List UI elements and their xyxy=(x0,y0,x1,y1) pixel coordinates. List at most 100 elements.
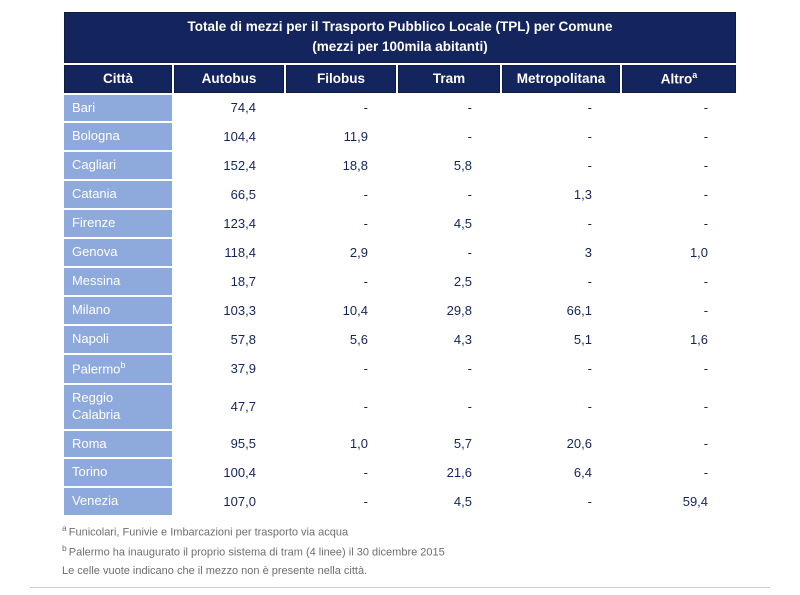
value-cell: 100,4 xyxy=(223,465,256,481)
footnote-b-text: Palermo ha inaugurato il proprio sistema… xyxy=(68,547,445,560)
footnote-a-text: Funicolari, Funivie e Imbarcazioni per t… xyxy=(68,526,349,539)
value-cell: 5,7 xyxy=(453,436,472,452)
city-cell: Palermob xyxy=(63,354,172,383)
table-row: Bologna 104,4 11,9 - - - xyxy=(63,123,736,151)
value-cell: - xyxy=(703,273,709,289)
col-header-filobus: Filobus xyxy=(285,64,396,93)
value-cell: - xyxy=(587,129,592,145)
value-cell: 6,4 xyxy=(573,465,592,481)
footnote-marker-b: b xyxy=(120,359,126,370)
value-cell: 3 xyxy=(584,244,592,260)
title-row: Totale di mezzi per il Trasporto Pubblic… xyxy=(63,12,737,63)
value-cell: 66,5 xyxy=(230,187,256,203)
col-header-tram: Tram xyxy=(397,64,500,93)
value-cell: - xyxy=(467,100,472,116)
city-cell: Roma xyxy=(63,430,172,458)
value-cell: - xyxy=(587,494,592,510)
footnote-marker-a: a xyxy=(692,70,698,81)
table-title-line1: Totale di mezzi per il Trasporto Pubblic… xyxy=(187,19,613,34)
value-cell: 29,8 xyxy=(446,302,472,318)
value-cell: 5,8 xyxy=(453,158,472,174)
value-cell: - xyxy=(467,129,472,145)
col-header-altro-label: Altro xyxy=(660,71,693,87)
table-row: Catania 66,5 - - 1,3 - xyxy=(63,181,736,209)
value-cell: 104,4 xyxy=(223,129,256,145)
city-cell: Catania xyxy=(63,181,172,209)
table-row: Messina 18,7 - 2,5 - - xyxy=(63,267,736,295)
value-cell: - xyxy=(363,187,368,203)
value-cell: 21,6 xyxy=(446,465,472,481)
value-cell: 59,4 xyxy=(682,494,709,510)
city-cell: Messina xyxy=(63,267,172,295)
footnotes: a Funicolari, Funivie e Imbarcazioni per … xyxy=(62,522,738,580)
divider-top xyxy=(30,587,770,589)
tpl-table: Totale di mezzi per il Trasporto Pubblic… xyxy=(62,10,738,517)
col-header-autobus: Autobus xyxy=(173,64,284,93)
value-cell: 2,5 xyxy=(453,273,472,289)
value-cell: 1,0 xyxy=(689,244,709,260)
value-cell: 107,0 xyxy=(223,494,256,510)
value-cell: - xyxy=(587,216,592,231)
value-cell: - xyxy=(363,465,368,481)
footnote-b-marker: b xyxy=(62,543,67,554)
city-cell: Reggio Calabria xyxy=(63,384,172,429)
value-cell: - xyxy=(363,100,368,116)
value-cell: - xyxy=(363,494,368,510)
col-header-altro: Altroa xyxy=(621,64,737,93)
value-cell: 4,3 xyxy=(453,331,472,347)
value-cell: - xyxy=(587,158,592,174)
table-row: Roma 95,5 1,0 5,7 20,6 - xyxy=(63,430,736,458)
city-cell: Bologna xyxy=(63,123,172,151)
value-cell: 74,4 xyxy=(230,100,256,116)
value-cell: - xyxy=(703,187,709,203)
city-cell: Cagliari xyxy=(63,152,172,180)
column-header-row: Città Autobus Filobus Tram Metropolitana… xyxy=(63,64,737,93)
value-cell: 5,6 xyxy=(349,331,368,347)
value-cell: 66,1 xyxy=(566,302,592,318)
value-cell: 1,3 xyxy=(573,187,592,203)
value-cell: - xyxy=(703,302,709,318)
value-cell: 4,5 xyxy=(453,216,472,231)
footnote-a: a Funicolari, Funivie e Imbarcazioni per … xyxy=(62,522,738,542)
city-cell: Bari xyxy=(63,94,172,122)
value-cell: - xyxy=(363,273,368,289)
value-cell: 123,4 xyxy=(223,216,256,231)
value-cell: - xyxy=(467,361,472,377)
value-cell: - xyxy=(467,244,472,260)
city-cell: Milano xyxy=(63,296,172,324)
value-cell: - xyxy=(363,216,368,231)
value-cell: - xyxy=(703,361,709,377)
footnote-a-marker: a xyxy=(62,523,67,534)
value-cell: 5,1 xyxy=(573,331,592,347)
col-header-citta: Città xyxy=(63,64,172,93)
footnote-general-text: Le celle vuote indicano che il mezzo non… xyxy=(62,564,368,577)
value-cell: - xyxy=(703,129,709,145)
value-cell: - xyxy=(703,399,709,415)
value-cell: 57,8 xyxy=(230,331,256,347)
value-cell: - xyxy=(703,158,709,174)
value-cell: 10,4 xyxy=(342,302,368,318)
value-cell: 47,7 xyxy=(230,399,256,415)
col-header-metropolitana: Metropolitana xyxy=(501,64,620,93)
value-cell: - xyxy=(703,216,709,231)
value-cell: 103,3 xyxy=(223,302,256,318)
city-cell: Firenze xyxy=(63,210,172,237)
value-cell: 1,6 xyxy=(689,331,709,347)
value-cell: - xyxy=(363,361,368,377)
value-cell: 118,4 xyxy=(224,244,256,260)
value-cell: - xyxy=(703,436,709,452)
value-cell: - xyxy=(467,399,472,415)
table-row: Reggio Calabria 47,7 - - - - xyxy=(63,384,736,429)
table-title-line2: (mezzi per 100mila abitanti) xyxy=(312,39,488,55)
value-cell: 1,0 xyxy=(349,436,368,452)
value-cell: - xyxy=(363,399,368,415)
value-cell: 37,9 xyxy=(230,361,256,377)
value-cell: - xyxy=(703,100,709,116)
value-cell: - xyxy=(703,465,709,481)
table-row: Firenze 123,4 - 4,5 - - xyxy=(63,210,736,237)
value-cell: - xyxy=(587,273,592,289)
value-cell: 11,9 xyxy=(343,129,368,145)
city-cell: Napoli xyxy=(63,325,172,353)
table-row: Torino 100,4 - 21,6 6,4 - xyxy=(63,459,736,487)
